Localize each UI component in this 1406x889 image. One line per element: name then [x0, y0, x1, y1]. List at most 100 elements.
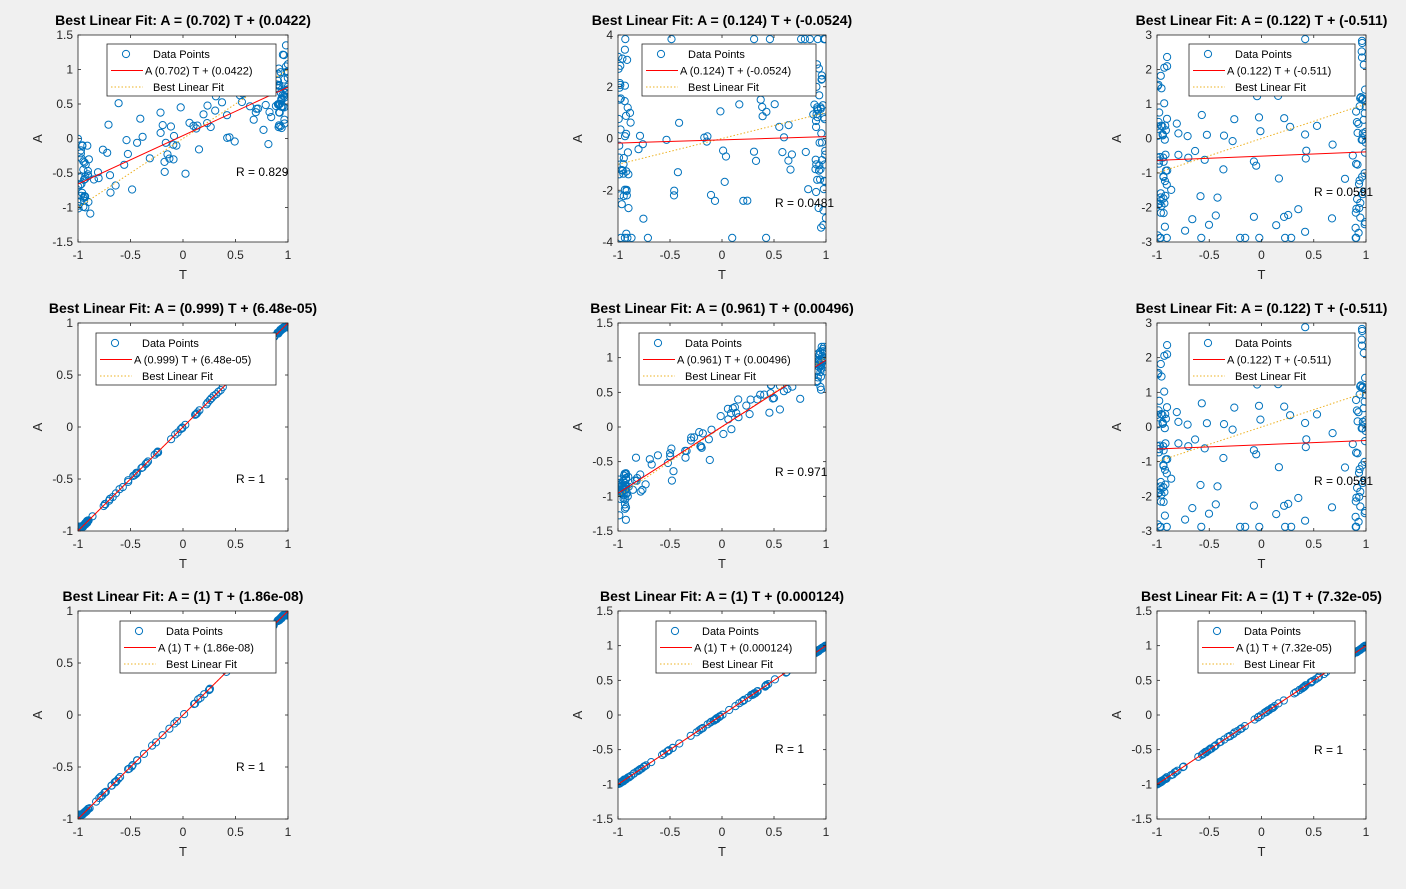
data-point [1157, 410, 1166, 419]
x-tick-label: -1 [1152, 537, 1163, 551]
data-point [1359, 348, 1366, 358]
x-tick-label: -1 [73, 537, 84, 551]
data-point [1284, 210, 1293, 220]
data-point [105, 496, 114, 505]
subplot-2: -1 -0.5 0 0.5 1 -4 -2 0 2 4 T A Best Linear Fit: A =… [570, 12, 852, 282]
data-point [1360, 476, 1366, 485]
x-tick-label: -0.5 [660, 537, 681, 551]
data-point [211, 106, 220, 115]
data-point [812, 122, 821, 132]
data-point [1353, 195, 1362, 204]
data-point [158, 121, 167, 130]
y-tick-label: -1 [602, 489, 613, 503]
data-point [151, 738, 161, 747]
x-tick-label: -1 [1152, 248, 1163, 262]
data-point [1301, 154, 1310, 163]
data-point [719, 429, 728, 439]
data-point [762, 107, 771, 116]
data-point [100, 788, 109, 797]
data-point [765, 35, 775, 44]
data-point [207, 394, 216, 403]
data-point [762, 233, 771, 242]
data-point [1357, 53, 1366, 62]
data-point [1157, 520, 1162, 529]
r-value-label: R = 1 [236, 760, 265, 774]
data-point [753, 395, 762, 404]
data-point [749, 147, 759, 156]
x-tick-label: 0 [719, 537, 726, 551]
data-point [1301, 418, 1310, 428]
y-tick-label: 0.5 [56, 368, 73, 382]
legend-entry-label: Best Linear Fit [166, 659, 237, 671]
data-point [1355, 204, 1364, 213]
data-point [1327, 214, 1337, 223]
data-point [739, 196, 748, 205]
data-point [623, 55, 632, 65]
data-point [267, 113, 276, 122]
legend: Data Points A (0.124) T + (-0.0524) Best L… [641, 43, 817, 97]
data-point [619, 494, 628, 503]
data-point [812, 187, 821, 197]
data-point [629, 769, 638, 778]
data-point [618, 475, 624, 484]
data-point [621, 35, 630, 44]
x-axis-label: T [179, 267, 187, 282]
data-point [1297, 684, 1307, 693]
data-point [812, 110, 821, 119]
data-point [1357, 341, 1366, 350]
data-point [1354, 179, 1364, 189]
data-point [1301, 323, 1310, 332]
data-point [1230, 403, 1239, 412]
data-point [1228, 137, 1237, 146]
data-point [163, 150, 172, 159]
data-point [618, 94, 625, 103]
data-point [1241, 233, 1250, 242]
x-tick-label: 1 [1363, 537, 1370, 551]
legend: Data Points A (0.999) T + (6.48e-05) Best … [95, 332, 277, 386]
data-point [1158, 131, 1167, 140]
data-point [619, 471, 629, 480]
data-point [192, 409, 201, 418]
data-point [1202, 419, 1212, 428]
data-point [760, 390, 769, 399]
y-tick-label: -1 [1141, 777, 1152, 791]
y-tick-label: 0 [1145, 420, 1152, 434]
data-point [1219, 131, 1229, 140]
legend-marker [656, 49, 666, 59]
x-tick-label: 0 [1258, 537, 1265, 551]
data-point [1260, 708, 1269, 717]
data-point [259, 125, 268, 134]
data-point [710, 196, 720, 205]
data-point [621, 469, 631, 478]
data-point [784, 156, 793, 165]
y-tick-label: 0.5 [1135, 673, 1152, 687]
data-point [189, 121, 198, 131]
legend-marker [1203, 338, 1213, 348]
data-point [770, 100, 779, 109]
data-point [1328, 140, 1337, 149]
data-point [686, 731, 695, 740]
data-point [1358, 478, 1366, 488]
data-point [1167, 185, 1176, 194]
data-point [1162, 522, 1171, 531]
data-point [115, 485, 124, 494]
data-point [1161, 480, 1170, 489]
x-axis-label: T [1258, 556, 1266, 571]
data-point [762, 680, 771, 690]
data-point [95, 793, 104, 803]
legend-entry-label: Best Linear Fit [153, 82, 224, 94]
chart-title: Best Linear Fit: A = (0.122) T + (-0.511… [1136, 12, 1388, 28]
x-tick-label: 1 [823, 248, 830, 262]
y-tick-label: -1.5 [1131, 812, 1152, 826]
x-tick-label: -0.5 [1199, 248, 1220, 262]
data-point [682, 446, 691, 456]
data-point [222, 111, 232, 120]
data-point [80, 192, 89, 201]
data-point [1256, 127, 1265, 136]
data-point [1301, 516, 1310, 525]
plot-content [78, 41, 288, 218]
y-tick-label: 0.5 [596, 673, 613, 687]
x-tick-label: 0.5 [227, 825, 244, 839]
data-point [252, 104, 261, 113]
data-point [816, 347, 825, 356]
